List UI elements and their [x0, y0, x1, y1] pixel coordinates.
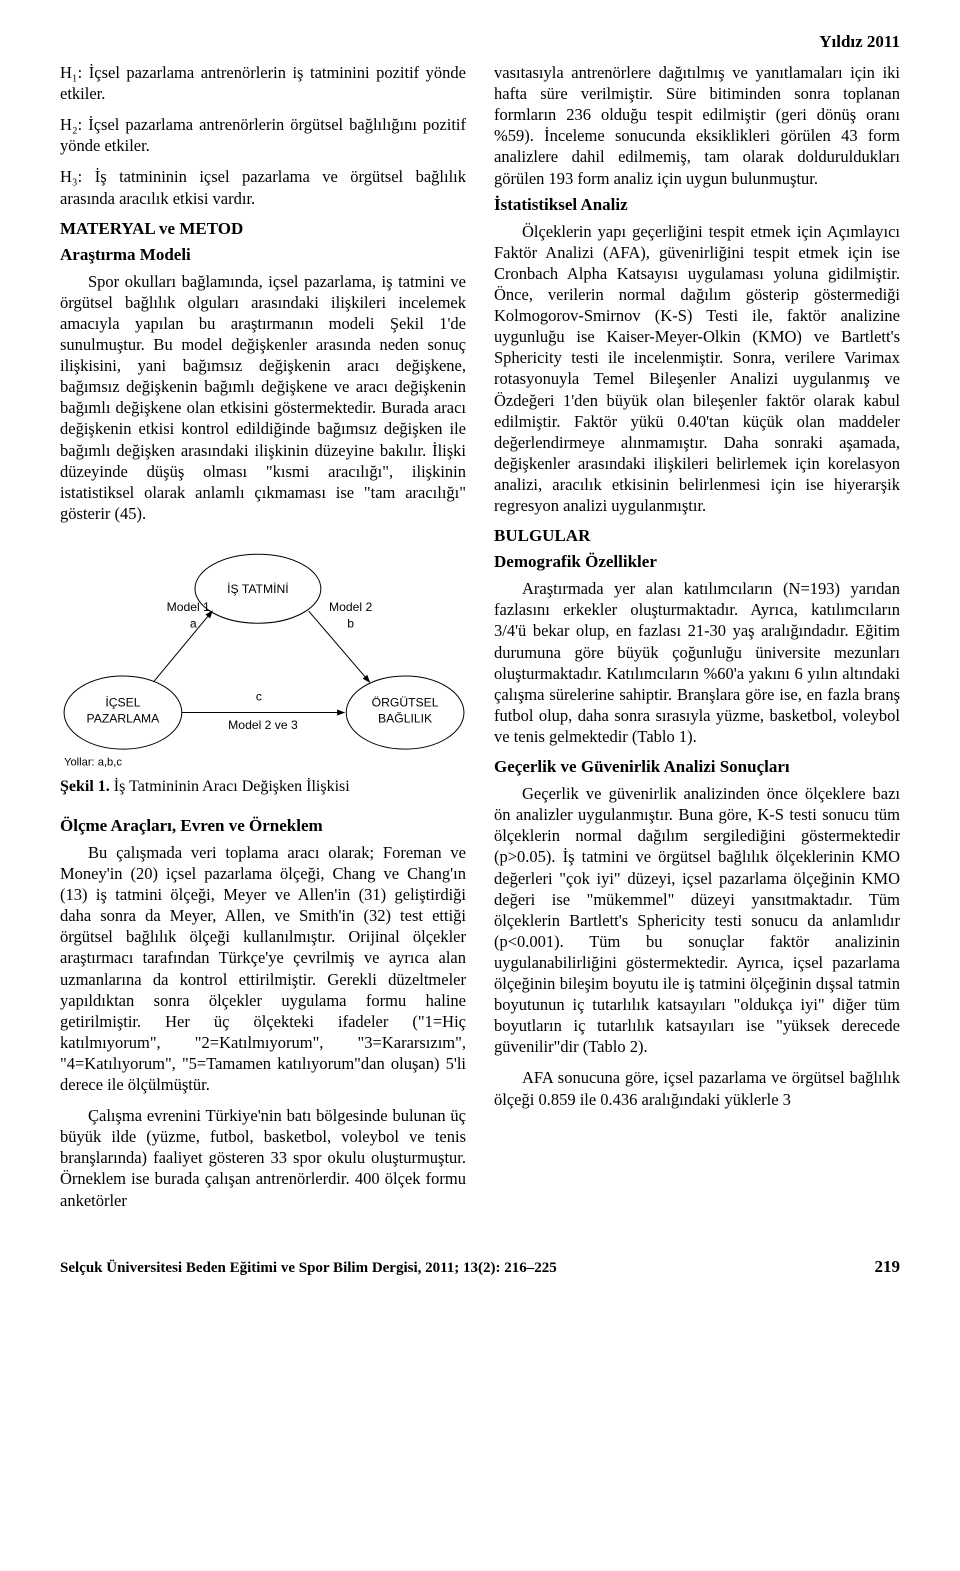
node-orgutsel-label1: ÖRGÜTSEL	[372, 695, 439, 709]
gecerlik-paragraph-1: Geçerlik ve güvenirlik analizinden önce …	[494, 783, 900, 1057]
node-is-tatmini-label: İŞ TATMİNİ	[227, 582, 288, 596]
node-icsel-label2: PAZARLAMA	[87, 712, 161, 726]
subsection-gecerlik: Geçerlik ve Güvenirlik Analizi Sonuçları	[494, 757, 900, 777]
edge-a	[153, 611, 212, 682]
subsection-arastirma-modeli: Araştırma Modeli	[60, 245, 466, 265]
hypothesis-h1: H₁: İçsel pazarlama antrenörlerin iş tat…	[60, 62, 466, 104]
right-column: vasıtasıyla antrenörlere dağıtılmış ve y…	[494, 62, 900, 1221]
istatistiksel-paragraph: Ölçeklerin yapı geçerliğini tespit etmek…	[494, 221, 900, 517]
label-model23: Model 2 ve 3	[228, 718, 298, 732]
olcme-paragraph-2: Çalışma evrenini Türkiye'nin batı bölges…	[60, 1105, 466, 1211]
left-column: H₁: İçsel pazarlama antrenörlerin iş tat…	[60, 62, 466, 1221]
node-orgutsel-label2: BAĞLILIK	[378, 711, 432, 726]
node-icsel-label1: İÇSEL	[105, 695, 140, 709]
figure-1-caption-text: İş Tatmininin Aracı Değişken İlişkisi	[110, 778, 350, 795]
hypothesis-h3: H₃: İş tatmininin içsel pazarlama ve örg…	[60, 166, 466, 208]
subsection-olcme: Ölçme Araçları, Evren ve Örneklem	[60, 816, 466, 836]
running-header: Yıldız 2011	[60, 32, 900, 52]
figure-1-caption-label: Şekil 1.	[60, 778, 110, 795]
figure-footnote: Yollar: a,b,c	[64, 756, 122, 768]
figure-1: İŞ TATMİNİ İÇSEL PAZARLAMA ÖRGÜTSEL BAĞL…	[60, 540, 466, 771]
label-model1: Model 1	[167, 600, 210, 614]
label-a: a	[190, 616, 197, 630]
section-bulgular: BULGULAR	[494, 526, 900, 546]
edge-b	[309, 611, 370, 682]
label-b: b	[347, 616, 354, 630]
section-materyal-metod: MATERYAL ve METOD	[60, 219, 466, 239]
footer-page-number: 219	[875, 1257, 901, 1277]
arastirma-paragraph: Spor okulları bağlamında, içsel pazarlam…	[60, 271, 466, 524]
two-column-layout: H₁: İçsel pazarlama antrenörlerin iş tat…	[60, 62, 900, 1221]
continuation-paragraph: vasıtasıyla antrenörlere dağıtılmış ve y…	[494, 62, 900, 189]
figure-1-caption: Şekil 1. İş Tatmininin Aracı Değişken İl…	[60, 777, 466, 797]
page-root: Yıldız 2011 H₁: İçsel pazarlama antrenör…	[0, 0, 960, 1297]
subsection-istatistiksel: İstatistiksel Analiz	[494, 195, 900, 215]
page-footer: Selçuk Üniversitesi Beden Eğitimi ve Spo…	[60, 1253, 900, 1277]
subsection-demografik: Demografik Özellikler	[494, 552, 900, 572]
label-c: c	[256, 689, 262, 703]
olcme-paragraph-1: Bu çalışmada veri toplama aracı olarak; …	[60, 842, 466, 1095]
label-model2: Model 2	[329, 600, 372, 614]
footer-journal-info: Selçuk Üniversitesi Beden Eğitimi ve Spo…	[60, 1260, 557, 1277]
demografik-paragraph: Araştırmada yer alan katılımcıların (N=1…	[494, 578, 900, 747]
hypothesis-h2: H₂: İçsel pazarlama antrenörlerin örgüts…	[60, 114, 466, 156]
figure-1-svg: İŞ TATMİNİ İÇSEL PAZARLAMA ÖRGÜTSEL BAĞL…	[60, 540, 466, 771]
gecerlik-paragraph-2: AFA sonucuna göre, içsel pazarlama ve ör…	[494, 1067, 900, 1109]
